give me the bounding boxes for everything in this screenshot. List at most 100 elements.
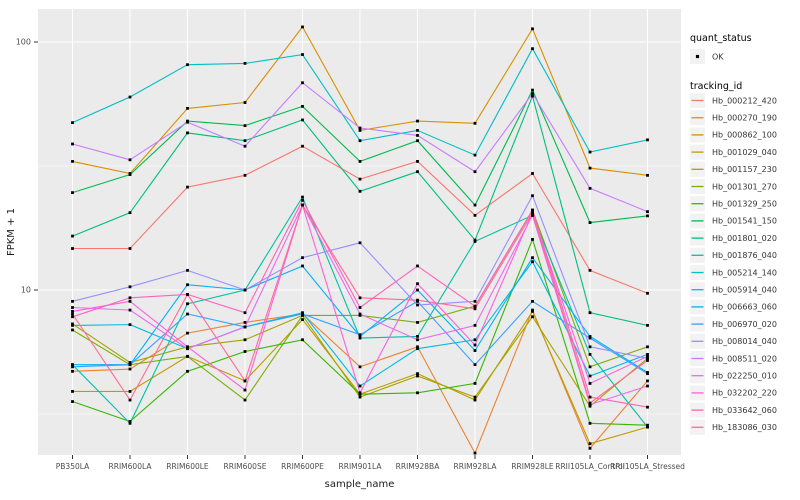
data-point: [588, 442, 592, 446]
data-point: [646, 291, 649, 295]
legend-label-Hb_001541_150: Hb_001541_150: [712, 217, 777, 226]
x-tick-label: RRIM600SE: [224, 462, 267, 471]
data-point: [531, 237, 534, 241]
data-point: [301, 195, 304, 199]
data-point: [358, 126, 362, 130]
x-tick-label: RRII105LA_Stressed: [610, 462, 685, 471]
data-point: [473, 203, 477, 207]
data-point: [301, 256, 304, 260]
data-point: [646, 359, 649, 362]
data-point: [531, 27, 534, 31]
data-point: [71, 247, 74, 250]
data-point: [646, 214, 649, 218]
data-point: [301, 264, 304, 268]
data-point: [473, 382, 477, 385]
data-point: [128, 173, 132, 176]
data-point: [646, 425, 649, 429]
data-point: [128, 299, 132, 303]
data-point: [646, 372, 649, 376]
legend-label-Hb_033642_060: Hb_033642_060: [712, 406, 777, 415]
data-point: [358, 336, 362, 340]
data-point: [301, 318, 304, 321]
data-point: [243, 338, 247, 342]
data-point: [416, 160, 419, 163]
legend-label-Hb_032202_220: Hb_032202_220: [712, 389, 777, 398]
data-point: [301, 25, 304, 29]
x-tick-label: RRIM901LA: [339, 462, 383, 471]
y-axis-title: FPKM + 1: [6, 208, 17, 256]
data-point: [588, 365, 592, 369]
data-point: [358, 177, 362, 181]
data-point: [358, 160, 362, 163]
data-point: [186, 345, 189, 349]
data-point: [646, 384, 649, 388]
data-point: [358, 365, 362, 369]
data-point: [301, 104, 304, 108]
data-point: [128, 361, 132, 364]
data-point: [186, 292, 189, 296]
data-point: [588, 403, 592, 407]
data-point: [358, 384, 362, 388]
data-point: [473, 398, 477, 402]
data-point: [646, 356, 649, 360]
data-point: [416, 321, 419, 324]
data-point: [358, 391, 362, 395]
data-point: [358, 392, 362, 396]
data-point: [531, 47, 534, 51]
data-point: [531, 88, 534, 92]
legend-label-Hb_001029_040: Hb_001029_040: [712, 148, 777, 157]
x-tick-label: RRIM600PE: [281, 462, 324, 471]
legend-label-Hb_001301_270: Hb_001301_270: [712, 182, 777, 191]
data-point: [243, 388, 247, 392]
data-point: [243, 173, 247, 177]
data-point: [128, 363, 132, 367]
data-point: [358, 334, 362, 338]
data-point: [416, 391, 419, 395]
data-point: [186, 283, 189, 287]
data-point: [473, 153, 477, 157]
data-point: [128, 390, 132, 393]
data-point: [358, 189, 362, 193]
data-point: [416, 372, 419, 376]
data-point: [71, 322, 74, 326]
data-point: [243, 311, 247, 315]
data-point: [243, 379, 247, 383]
data-point: [243, 61, 247, 65]
data-point: [473, 395, 477, 399]
data-point: [473, 307, 477, 311]
data-point: [71, 323, 74, 327]
data-point: [186, 63, 189, 67]
data-point: [588, 345, 592, 349]
legend-label-Hb_001329_250: Hb_001329_250: [712, 200, 777, 209]
x-tick-label: RRIM600LE: [166, 462, 209, 471]
data-point: [128, 158, 132, 162]
legend-label-quant-status: OK: [712, 53, 724, 62]
data-point: [71, 390, 74, 393]
data-point: [301, 198, 304, 202]
data-point: [646, 354, 649, 358]
x-tick-label: RRIM928LE: [511, 462, 554, 471]
data-point: [358, 139, 362, 143]
legend-label-Hb_183086_030: Hb_183086_030: [712, 423, 777, 432]
data-point: [588, 334, 592, 338]
data-point: [243, 124, 247, 128]
data-point: [128, 323, 132, 327]
data-point: [128, 308, 132, 312]
data-point: [128, 247, 132, 250]
data-point: [646, 173, 649, 177]
data-point: [301, 81, 304, 85]
data-point: [473, 240, 477, 243]
data-point: [416, 374, 419, 378]
data-point: [473, 363, 477, 367]
data-point: [416, 139, 419, 143]
data-point: [186, 302, 189, 306]
data-point: [71, 328, 74, 332]
legend-label-Hb_006970_020: Hb_006970_020: [712, 320, 777, 329]
data-point: [358, 296, 362, 300]
data-point: [186, 354, 189, 358]
data-point: [243, 350, 247, 353]
legend-label-Hb_006663_060: Hb_006663_060: [712, 303, 777, 312]
data-point: [588, 352, 592, 356]
